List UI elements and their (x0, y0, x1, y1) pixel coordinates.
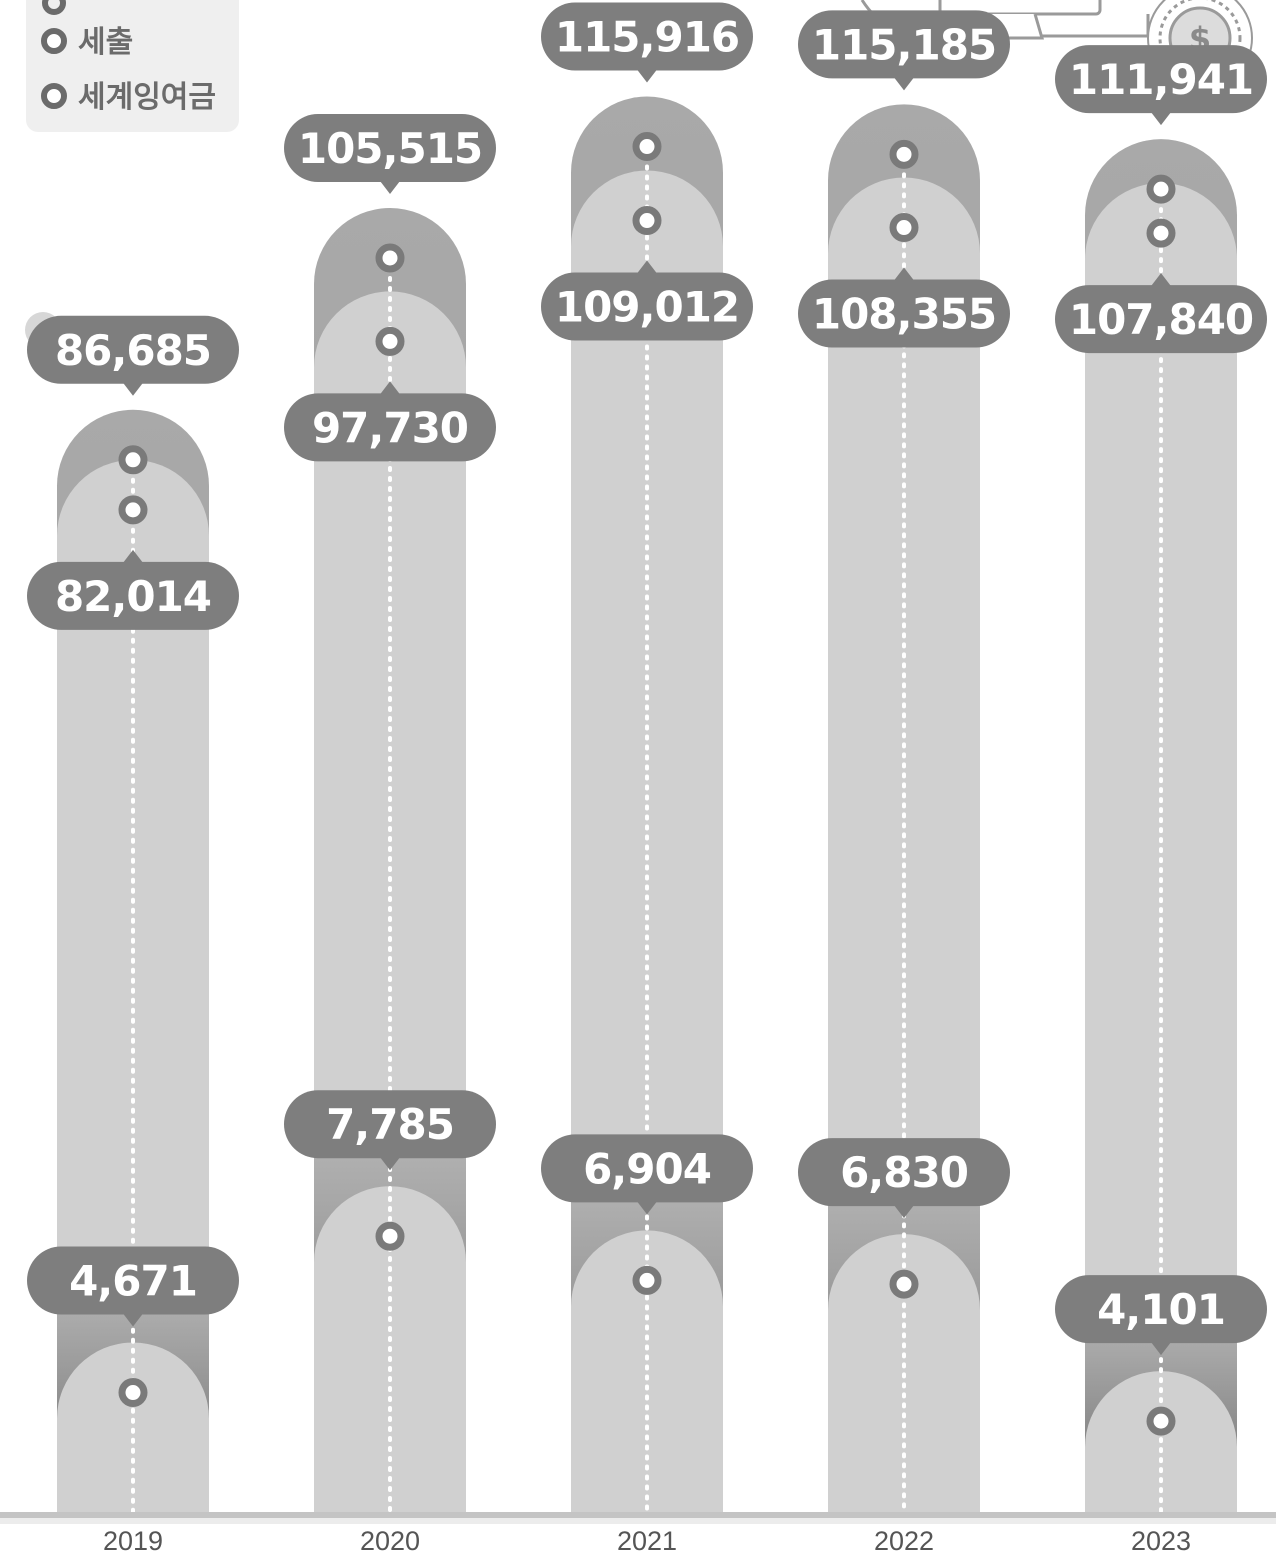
x-tick-label: 2023 (1131, 1526, 1191, 1553)
legend-item: 세계잉여금 (41, 80, 216, 115)
legend-item: 세출 (41, 25, 133, 60)
data-point (375, 243, 405, 273)
x-tick-label: 2021 (617, 1526, 677, 1553)
x-tick-label: 2020 (360, 1526, 420, 1553)
legend-label: 세출 (78, 25, 133, 60)
data-point (889, 139, 919, 169)
x-axis (0, 1512, 1276, 1518)
data-label: 6,830 (798, 1138, 1010, 1219)
data-label-text: 115,916 (555, 13, 739, 62)
data-point (632, 132, 662, 162)
data-label-text: 86,685 (55, 326, 211, 375)
data-label-text: 7,785 (326, 1100, 454, 1149)
data-point (1146, 218, 1176, 248)
data-label-text: 82,014 (55, 572, 211, 621)
data-point (118, 445, 148, 475)
bar-group: 115,185 108,355 6,830 (798, 10, 1010, 1514)
data-point (889, 1269, 919, 1299)
data-label: 6,904 (541, 1134, 753, 1215)
data-label: 108,355 (798, 267, 1010, 348)
data-label-text: 4,671 (69, 1257, 197, 1306)
data-label: 107,840 (1055, 273, 1267, 354)
bar-group: 115,916 109,012 6,904 (541, 2, 753, 1514)
data-label-text: 105,515 (298, 124, 482, 173)
bar-group: 105,515 97,730 7,785 (284, 113, 496, 1514)
data-label: 97,730 (284, 381, 496, 462)
data-label: 86,685 (27, 315, 239, 396)
data-point (118, 1378, 148, 1408)
data-label: 109,012 (541, 260, 753, 341)
data-label: 7,785 (284, 1090, 496, 1171)
data-label: 115,916 (541, 2, 753, 83)
data-label: 4,671 (27, 1246, 239, 1327)
bar (571, 1230, 723, 1512)
x-tick-label: 2019 (103, 1526, 163, 1553)
data-point (1146, 1406, 1176, 1436)
data-label-text: 107,840 (1069, 295, 1253, 344)
data-label: 4,101 (1055, 1275, 1267, 1356)
data-point (375, 326, 405, 356)
data-point (889, 213, 919, 243)
bar-group: 86,685 82,014 4,671 (27, 315, 239, 1514)
data-label: 105,515 (284, 113, 496, 194)
data-label-text: 97,730 (312, 403, 468, 452)
data-label-text: 111,941 (1069, 55, 1253, 104)
bar (57, 1342, 209, 1512)
data-point (118, 495, 148, 525)
data-label: 111,941 (1055, 45, 1267, 126)
data-point (632, 206, 662, 236)
bar-group: 111,941 107,840 4,101 (1055, 45, 1267, 1514)
data-point (375, 1221, 405, 1251)
data-label: 115,185 (798, 10, 1010, 91)
data-label-text: 115,185 (812, 20, 996, 69)
data-label-text: 108,355 (812, 290, 996, 339)
data-point (632, 1265, 662, 1295)
legend-label: 세계잉여금 (78, 80, 216, 115)
legend: 세출 세계잉여금 (26, 0, 239, 132)
x-tick-label: 2022 (874, 1526, 934, 1553)
data-label-text: 4,101 (1097, 1285, 1225, 1334)
data-label-text: 6,904 (583, 1144, 711, 1193)
data-label-text: 6,830 (840, 1148, 968, 1197)
data-label-text: 109,012 (555, 283, 739, 332)
data-label: 82,014 (27, 549, 239, 630)
data-point (1146, 174, 1176, 204)
